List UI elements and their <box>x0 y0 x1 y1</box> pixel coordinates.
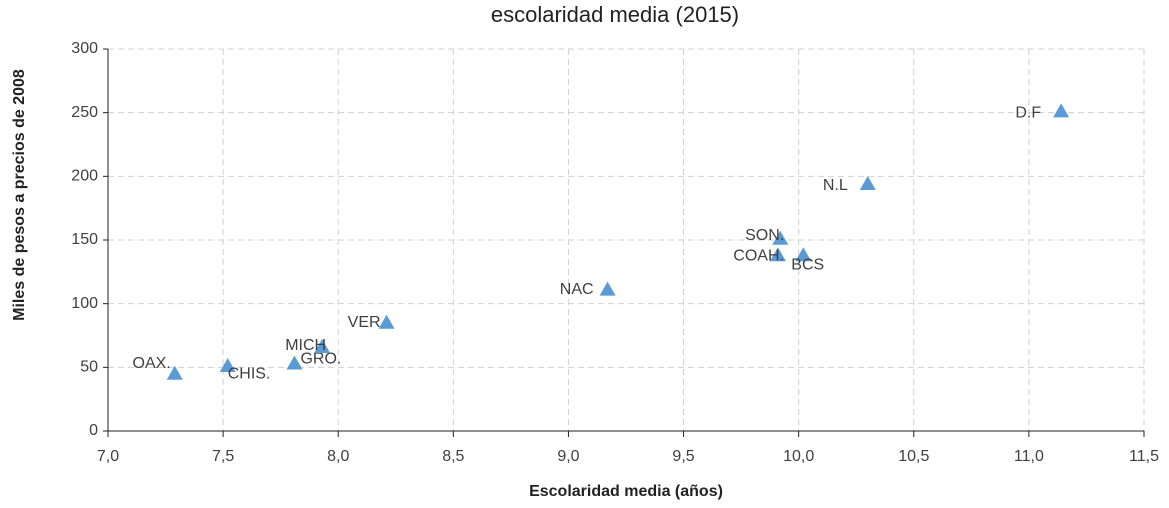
y-tick-label: 200 <box>71 168 98 185</box>
x-tick-label: 9,0 <box>557 448 579 465</box>
y-tick-label: 250 <box>71 104 98 121</box>
x-tick-label: 11,5 <box>1129 448 1159 465</box>
point-label: CHIS. <box>228 365 271 382</box>
point <box>378 314 395 329</box>
y-tick-label: 100 <box>71 295 98 312</box>
point-label: N.L <box>823 177 848 194</box>
x-tick-label: 8,5 <box>442 448 464 465</box>
point <box>1053 103 1070 118</box>
x-tick-label: 9,5 <box>672 448 694 465</box>
y-tick-label: 150 <box>71 231 98 248</box>
point <box>859 175 876 190</box>
point <box>795 247 812 262</box>
point-label: GRO. <box>300 351 341 368</box>
point <box>772 230 789 245</box>
point-label: SON. <box>745 227 784 244</box>
y-tick-label: 50 <box>80 359 98 376</box>
point <box>599 281 616 296</box>
y-tick-label: 0 <box>89 422 98 439</box>
y-axis-title: Miles de pesos a precios de 2008 <box>11 69 28 321</box>
point-label: OAX. <box>133 355 171 372</box>
point-label: D.F <box>1015 105 1041 122</box>
x-tick-label: 7,0 <box>97 448 119 465</box>
point-label: COAH. <box>733 247 784 264</box>
point-label: NAC <box>560 281 594 298</box>
x-axis-title: Escolaridad media (años) <box>529 483 723 500</box>
x-tick-label: 10,5 <box>898 448 929 465</box>
point <box>769 247 786 262</box>
x-tick-label: 11,0 <box>1014 448 1044 465</box>
point <box>314 338 331 353</box>
point <box>219 358 236 373</box>
point-label: MICH <box>285 337 326 354</box>
point <box>166 365 183 380</box>
y-tick-label: 300 <box>71 40 98 57</box>
x-tick-label: 7,5 <box>212 448 234 465</box>
point <box>286 355 303 370</box>
x-tick-label: 10,0 <box>783 448 814 465</box>
x-tick-label: 8,0 <box>327 448 349 465</box>
chart-title: escolaridad media (2015) <box>491 2 739 27</box>
point-label: VER <box>348 314 381 331</box>
point-label: BCS <box>791 256 824 273</box>
